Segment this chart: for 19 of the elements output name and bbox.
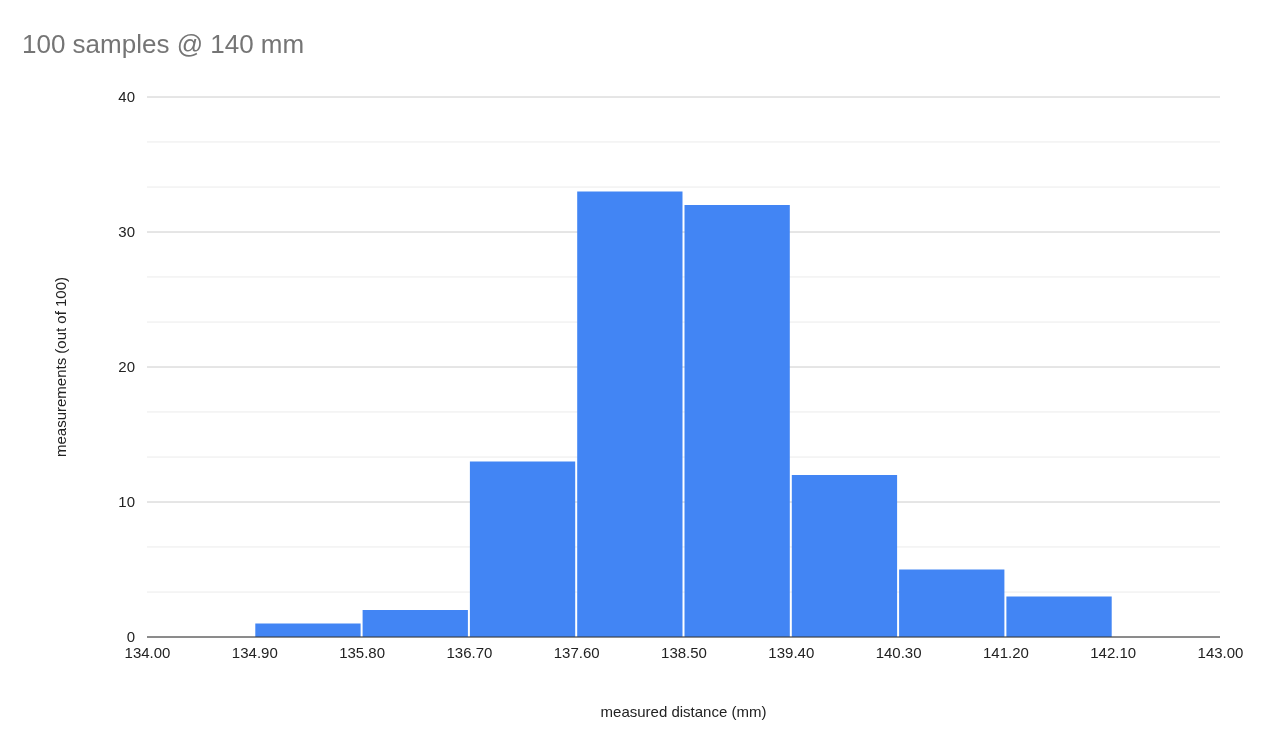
x-tick-label: 142.10 [1090, 643, 1137, 661]
x-tick-label: 134.90 [231, 643, 278, 661]
x-tick-label: 136.70 [446, 643, 493, 661]
y-tick-label: 10 [118, 493, 135, 511]
y-tick-label: 0 [126, 628, 135, 646]
y-tick-label: 40 [118, 88, 135, 106]
y-tick-label: 30 [118, 223, 135, 241]
chart-title: 100 samples @ 140 mm [22, 29, 305, 59]
x-tick-label: 137.60 [553, 643, 600, 661]
x-tick-label: 143.00 [1197, 643, 1244, 661]
y-axis-title: measurements (out of 100) [52, 276, 69, 458]
x-tick-label: 141.20 [982, 643, 1029, 661]
y-tick-label: 20 [118, 358, 135, 376]
x-tick-label: 139.40 [768, 643, 815, 661]
x-tick-label: 138.50 [661, 643, 707, 661]
x-axis-title: measured distance (mm) [600, 703, 767, 720]
x-tick-label: 140.30 [875, 643, 922, 661]
x-tick-label: 134.00 [124, 643, 171, 661]
x-tick-label: 135.80 [339, 643, 386, 661]
